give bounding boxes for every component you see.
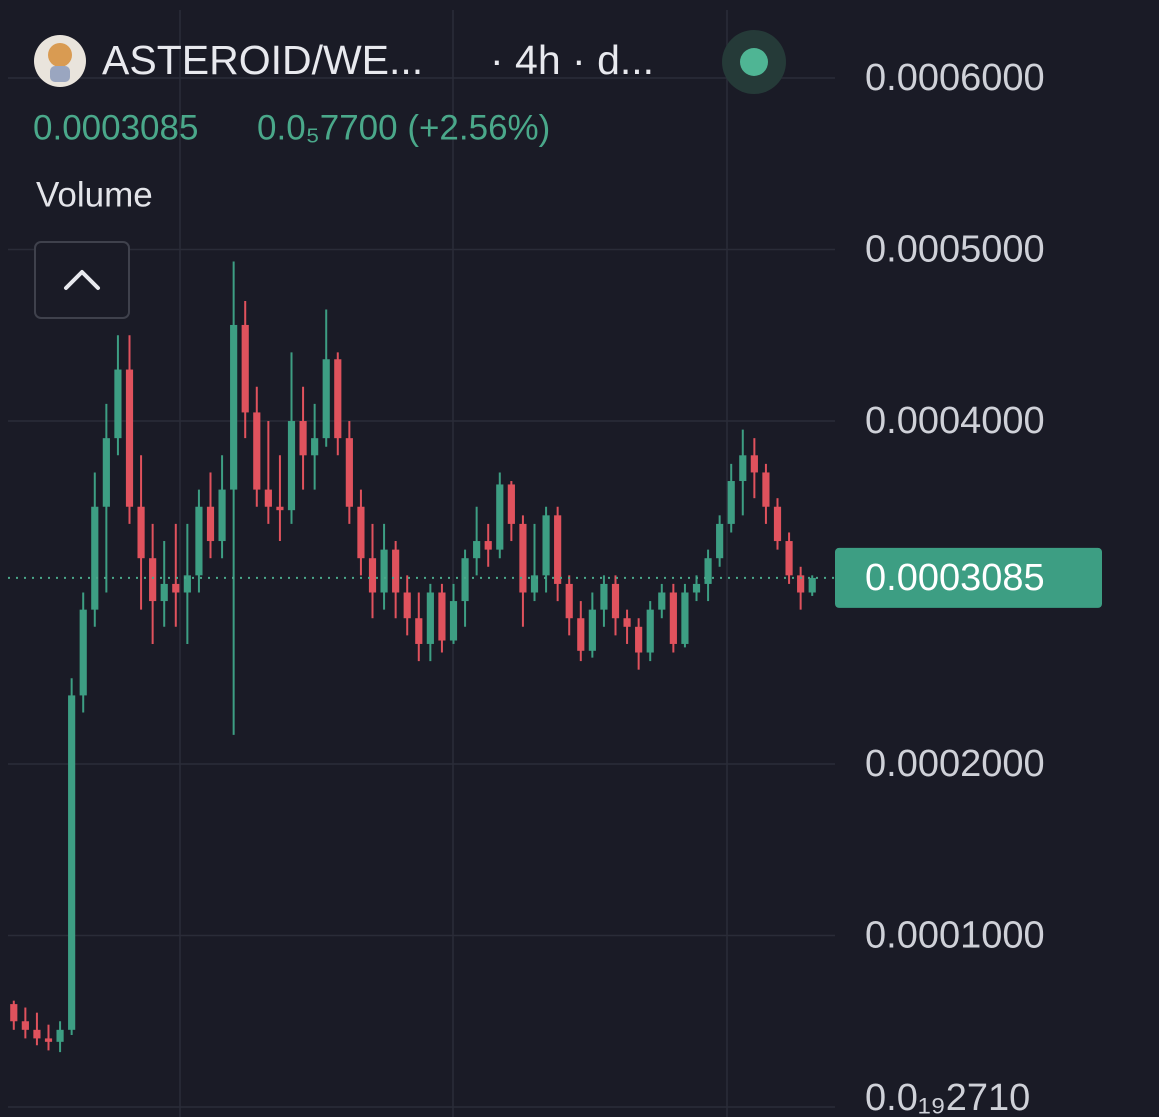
candle-body [554, 515, 562, 584]
candle-body [611, 583, 620, 619]
candle-body [102, 438, 110, 507]
candle-body [762, 472, 770, 507]
y-tick-label: 0.0004000 [865, 400, 1045, 442]
candle-body [658, 592, 666, 610]
candle-body [681, 592, 689, 644]
candle-body [785, 541, 793, 576]
candle-body [392, 549, 400, 593]
candle-body [507, 484, 515, 524]
y-tick-label: 0.0005000 [865, 229, 1045, 271]
candle-body [137, 506, 145, 559]
candle-body [230, 324, 238, 490]
candle-body [797, 575, 805, 593]
candle-body [716, 523, 724, 559]
candle-body [287, 421, 296, 511]
candle-body [56, 1029, 64, 1042]
candle-body [125, 369, 134, 507]
candle-body [542, 515, 550, 576]
candle-body [426, 592, 434, 644]
candle-body [484, 541, 492, 550]
candle-body [206, 506, 215, 542]
candle-body [195, 506, 203, 576]
candle-body [496, 484, 504, 550]
candles [10, 261, 816, 1053]
y-tick-label: 0.0001000 [865, 915, 1045, 957]
candle-body [588, 609, 596, 651]
collapse-button[interactable] [34, 241, 130, 319]
candle-body [149, 558, 157, 602]
candle-body [692, 583, 701, 593]
candle-body [44, 1038, 53, 1042]
grid [8, 77, 835, 1108]
candle-body [600, 583, 608, 610]
candle-body [750, 455, 758, 473]
candle-body [635, 626, 643, 653]
candle-body [79, 609, 87, 696]
candle-body [276, 506, 284, 511]
change-text: 0.0₅7700 (+2.56%) [257, 108, 550, 147]
candle-body [808, 577, 816, 593]
status-dot [740, 48, 768, 76]
candle-body [68, 695, 76, 1030]
candle-body [311, 438, 319, 456]
candle-body [183, 575, 191, 593]
candle-body [357, 506, 365, 559]
token-avatar-body [50, 66, 70, 82]
indicator-label: Volume [36, 175, 153, 214]
candle-body [218, 489, 226, 542]
y-tick-label: 0.0002000 [865, 743, 1045, 785]
overlay: 0.0003085 [8, 547, 1102, 608]
candle-body [773, 506, 782, 542]
candle-body [160, 583, 168, 602]
candle-body [334, 359, 342, 439]
candle-body [565, 583, 573, 619]
candle-body [172, 583, 180, 593]
candle-body [623, 618, 631, 627]
candle-body [461, 558, 469, 602]
candle-body [21, 1021, 29, 1030]
candle-body [449, 601, 458, 641]
candle-body [577, 618, 585, 651]
y-tick-label: 0.0₁₉2710 [865, 1077, 1030, 1117]
candle-body [415, 618, 423, 644]
candle-body [322, 359, 330, 439]
candle-body [380, 549, 388, 593]
pair-name: ASTEROID/WE... [102, 37, 423, 83]
candle-body [530, 575, 539, 593]
candle-body [669, 592, 677, 644]
candle-body [10, 1004, 18, 1022]
candle-body [241, 324, 249, 413]
candle-body [299, 421, 307, 456]
candle-body [345, 438, 353, 507]
last-price-box [835, 547, 1102, 608]
candle-body [403, 592, 411, 619]
y-tick-label: 0.0006000 [865, 57, 1045, 99]
candle-body [739, 455, 747, 482]
chevron-icon [64, 270, 100, 290]
candle-body [368, 558, 377, 593]
candle-body [704, 558, 712, 584]
price-text: 0.0003085 [33, 108, 198, 147]
candle-body [519, 523, 527, 593]
interval: · 4h · d... [490, 37, 654, 83]
candle-body [727, 481, 735, 524]
candle-body [646, 609, 654, 653]
candle-body [91, 506, 99, 610]
vertical-grid [179, 10, 728, 1117]
candle-body [253, 412, 261, 490]
last-price-label: 0.0003085 [865, 557, 1045, 599]
candle-body [473, 541, 481, 559]
candle-body [438, 592, 446, 641]
candle-body [264, 489, 272, 507]
candle-body [114, 369, 122, 439]
candle-body [33, 1029, 41, 1039]
token-avatar-face [48, 43, 72, 67]
